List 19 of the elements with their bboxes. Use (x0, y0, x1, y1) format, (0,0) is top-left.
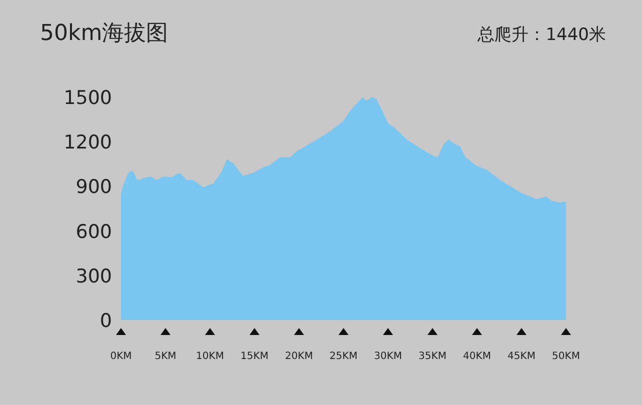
y-tick-label: 0 (100, 310, 112, 332)
x-tick-label: 30KM (374, 351, 402, 362)
y-tick-label: 300 (76, 265, 112, 288)
y-tick-label: 1200 (64, 132, 112, 154)
x-tick-label: 10KM (196, 351, 224, 362)
x-tick-label: 40KM (463, 351, 491, 362)
chart-title: 50km海拔图 (40, 21, 168, 46)
x-tick-label: 0KM (110, 351, 132, 362)
x-tick-label: 50KM (552, 351, 580, 362)
x-tick-label: 35KM (418, 351, 446, 362)
y-tick-label: 1500 (64, 87, 112, 109)
x-tick-label: 15KM (240, 351, 268, 362)
text: 总爬升：1440米 (476, 25, 606, 45)
x-tick-label: 5KM (154, 351, 176, 362)
x-tick-label: 25KM (330, 351, 358, 362)
x-tick-label: 45KM (508, 351, 536, 362)
y-tick-label: 900 (76, 176, 112, 198)
x-tick-label: 20KM (285, 351, 313, 362)
y-tick-label: 600 (76, 220, 112, 243)
